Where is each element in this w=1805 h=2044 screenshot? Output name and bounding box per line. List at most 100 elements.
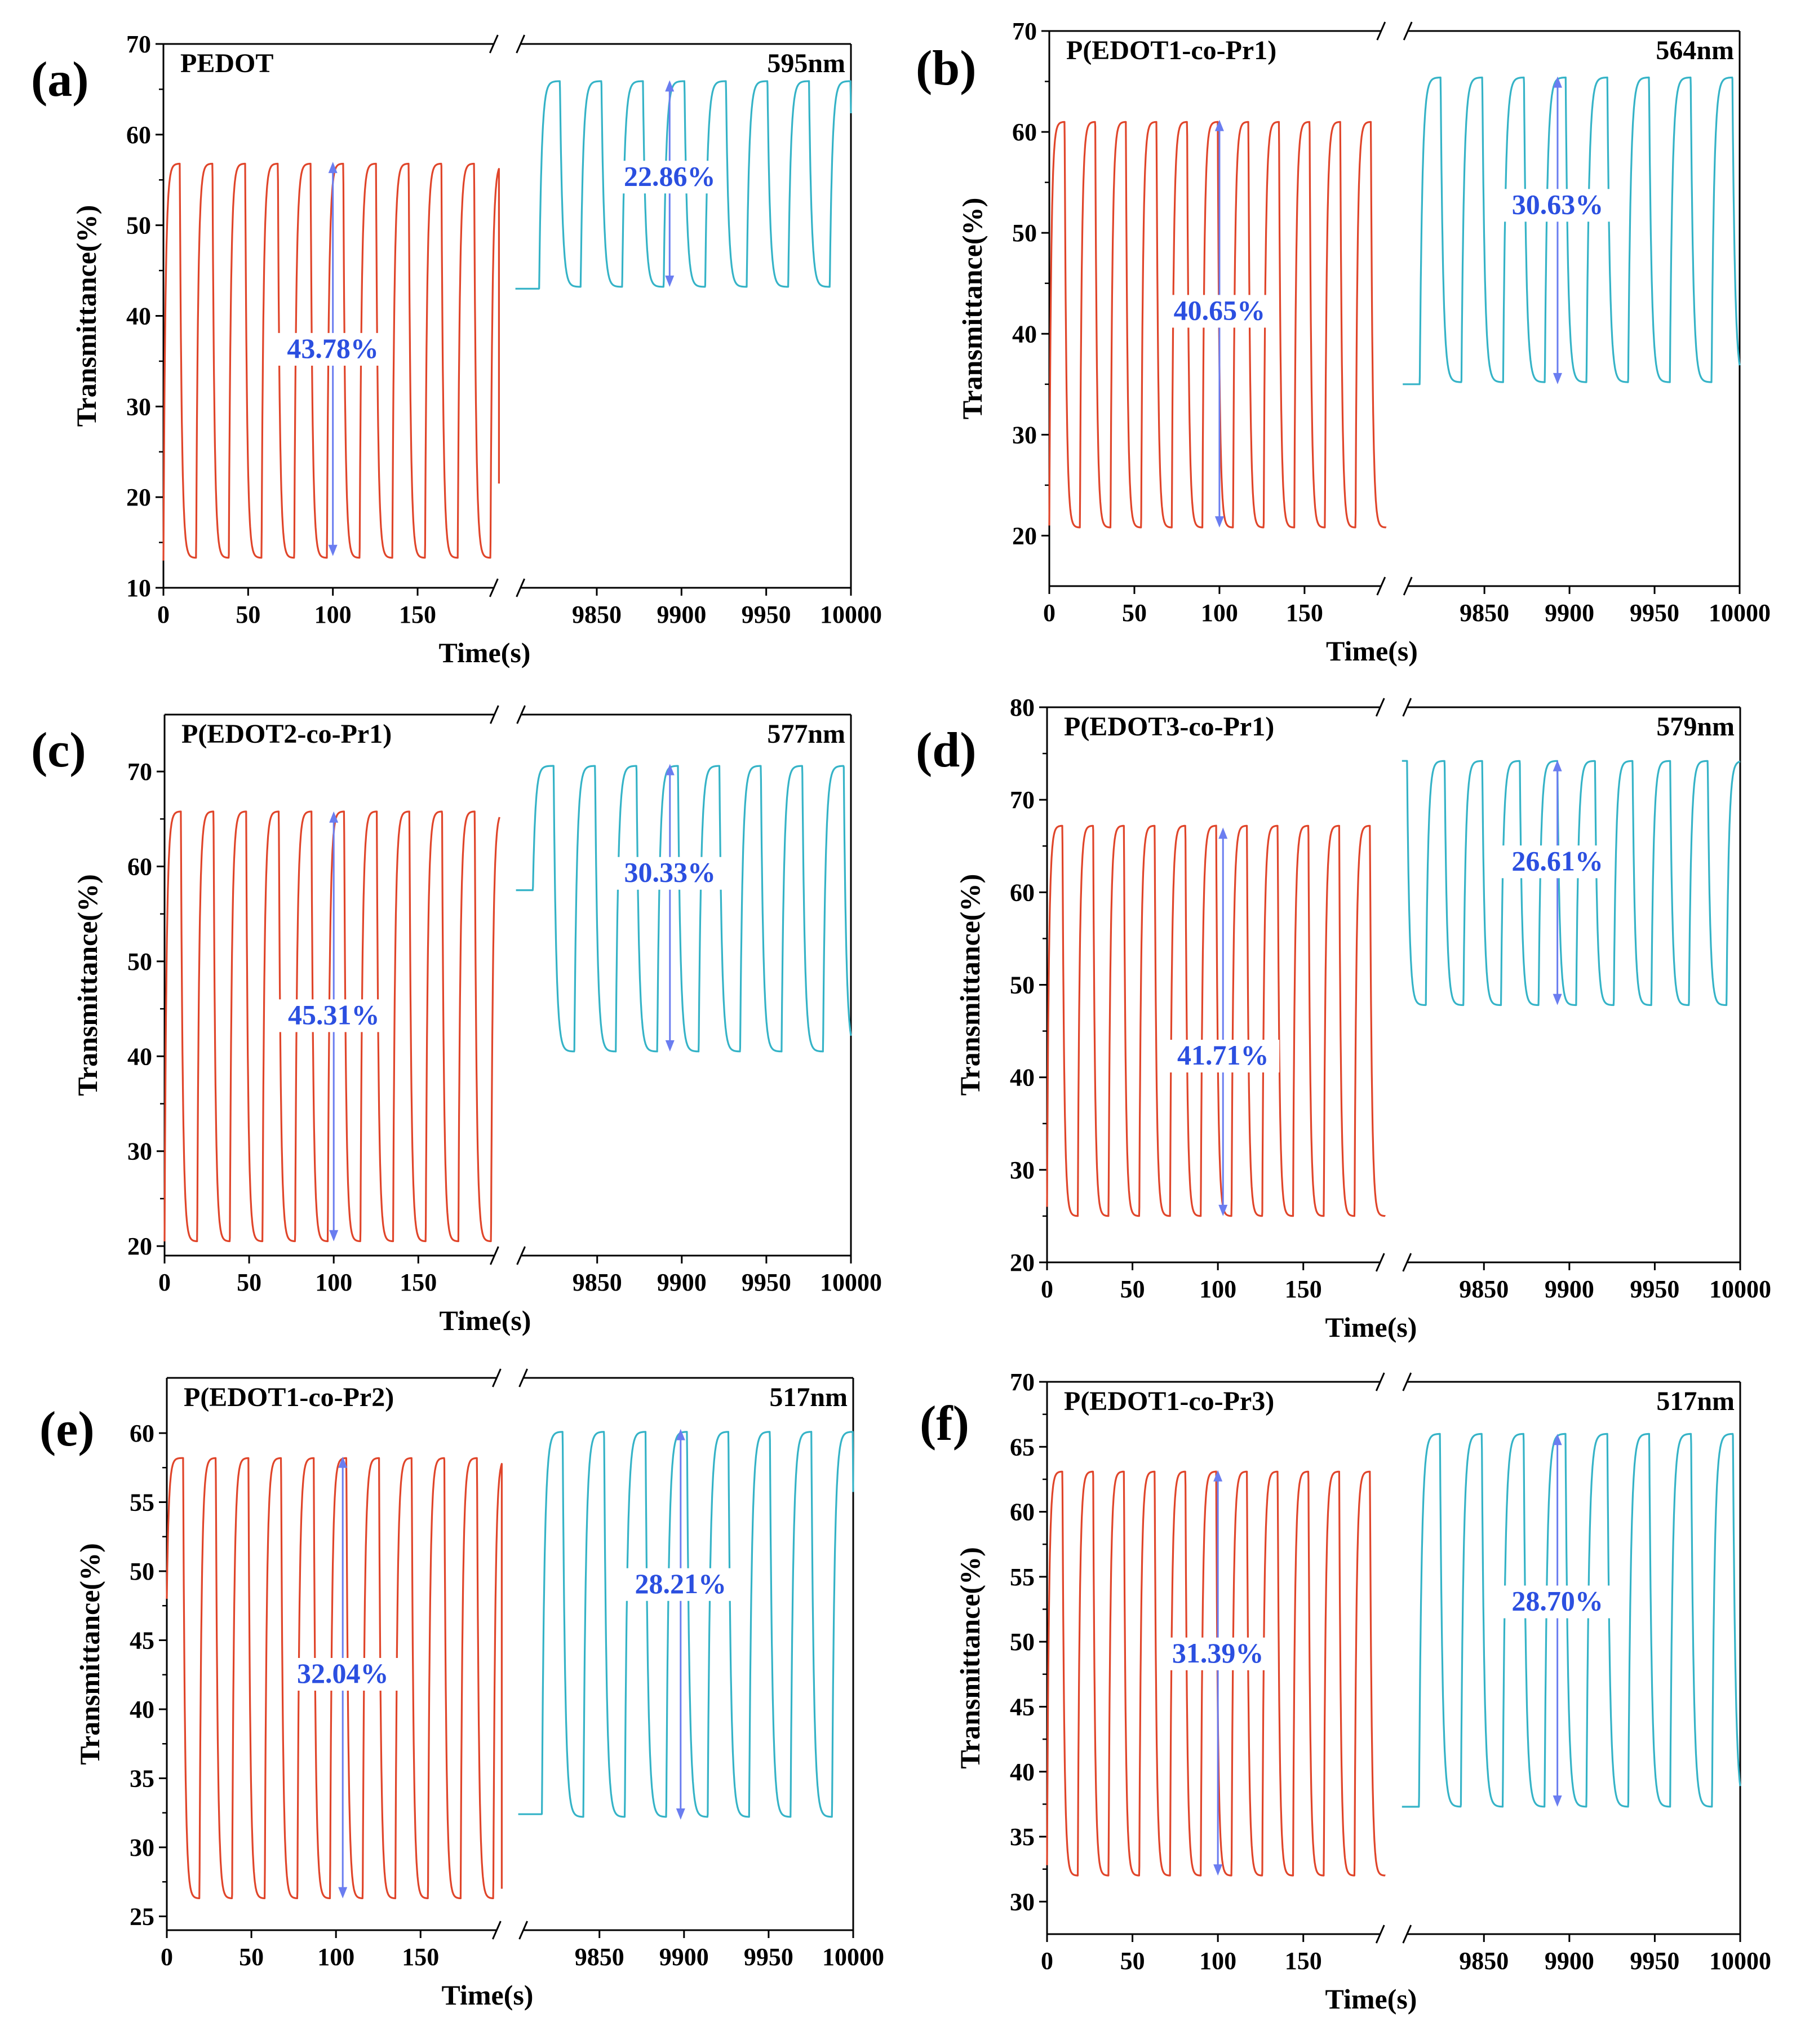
series-late-cycles <box>1401 760 1741 1007</box>
x-tick-label: 10000 <box>1709 1275 1771 1303</box>
y-tick-label: 30 <box>126 393 151 420</box>
series-early-cycles <box>163 810 500 1243</box>
arrowhead-up <box>328 162 338 174</box>
series-late-cycles <box>1402 76 1741 385</box>
break-slash <box>1402 698 1412 717</box>
y-tick-label: 30 <box>1012 421 1037 449</box>
x-tick-label: 9850 <box>1460 599 1509 627</box>
annotation-late: 26.61% <box>1501 760 1614 1005</box>
axis-break-bottom <box>1375 1253 1412 1272</box>
y-axis-title: Transmittance(%) <box>70 205 102 427</box>
panel-b: 20 30 40 50 60 70 0 50 100 150 9850 9900 9950 10000 Ti… <box>916 17 1771 667</box>
x-tick-label: 0 <box>157 601 170 628</box>
y-tick-label: 60 <box>126 121 151 149</box>
x-tick-label: 0 <box>158 1269 171 1296</box>
annotation-label-bg <box>1501 845 1614 879</box>
break-slash <box>1402 1372 1412 1391</box>
y-tick-label: 40 <box>126 303 151 330</box>
break-slash <box>489 34 499 54</box>
y-tick-label: 50 <box>1012 219 1037 247</box>
arrowhead-down <box>1553 1795 1562 1807</box>
arrowhead-down <box>676 1808 685 1820</box>
break-slash <box>492 1368 502 1387</box>
axis-break-top <box>1375 698 1412 717</box>
arrowhead-up <box>338 1456 348 1468</box>
y-tick-label: 70 <box>1012 17 1037 45</box>
annotation-label: 28.70% <box>1511 1585 1603 1617</box>
x-tick-label: 150 <box>1285 1947 1322 1975</box>
arrowhead-down <box>1553 994 1562 1005</box>
break-slash <box>1376 577 1386 596</box>
panel-title: P(EDOT3-co-Pr1) <box>1064 712 1274 742</box>
panel-letter: (d) <box>916 723 977 778</box>
x-tick-label: 9850 <box>1459 1947 1509 1975</box>
break-slash <box>1375 1372 1385 1391</box>
x-tick-label: 9850 <box>1459 1275 1509 1303</box>
annotation-label-bg <box>1501 1585 1614 1619</box>
annotation-label: 32.04% <box>297 1657 389 1689</box>
y-tick-label: 70 <box>126 30 151 58</box>
series-early-cycles <box>1048 121 1387 529</box>
arrowhead-down <box>329 1230 339 1242</box>
x-tick-label: 100 <box>1199 1947 1236 1975</box>
panel-letter: (a) <box>31 52 89 107</box>
break-slash <box>1403 21 1413 41</box>
arrowhead-down <box>1213 1864 1223 1876</box>
panel-a: 10 20 30 40 50 60 70 0 50 100 150 9850 9900 9950 10000… <box>31 30 882 668</box>
arrowhead-up <box>665 764 675 775</box>
axis-break-top <box>490 705 526 724</box>
y-tick-label: 30 <box>127 1138 152 1165</box>
x-tick-label: 150 <box>399 601 436 628</box>
arrowhead-down <box>338 1887 348 1899</box>
x-tick-label: 9850 <box>575 1943 624 1971</box>
break-slash <box>516 34 526 54</box>
annotation-late: 28.70% <box>1501 1434 1614 1807</box>
panel-e: 25 30 35 40 45 50 55 60 0 50 100 150 9850 9900 9950 100… <box>39 1368 884 2011</box>
y-tick-label: 35 <box>1010 1823 1035 1851</box>
axis-break-top <box>489 34 526 54</box>
break-slash <box>1402 1253 1412 1272</box>
y-axis-title: Transmittance(%) <box>74 1543 105 1764</box>
arrowhead-down <box>1553 373 1562 384</box>
x-axis-title: Time(s) <box>439 637 531 668</box>
panel-title: P(EDOT2-co-Pr1) <box>181 719 392 749</box>
y-axis-title: Transmittance(%) <box>954 1547 986 1768</box>
panel-letter: (f) <box>920 1396 969 1451</box>
break-slash <box>518 1921 528 1940</box>
annotation-early: 43.78% <box>276 162 389 556</box>
x-tick-label: 9900 <box>657 1269 707 1296</box>
arrowhead-up <box>1218 827 1228 839</box>
wavelength-label: 595nm <box>767 48 845 78</box>
x-tick-label: 150 <box>402 1943 439 1971</box>
wavelength-label: 564nm <box>1656 36 1734 65</box>
arrowhead-down <box>328 544 338 556</box>
x-tick-label: 10000 <box>1709 599 1771 627</box>
x-tick-label: 9950 <box>744 1943 793 1971</box>
arrowhead-up <box>665 80 675 92</box>
annotation-label-bg <box>277 999 391 1032</box>
annotation-late: 22.86% <box>613 80 726 287</box>
annotation-label: 30.33% <box>624 857 716 888</box>
x-tick-label: 0 <box>1041 1275 1053 1303</box>
x-tick-label: 100 <box>1201 599 1238 627</box>
annotation-label: 43.78% <box>287 332 379 364</box>
y-tick-label: 40 <box>1012 320 1037 348</box>
panel-title: PEDOT <box>180 48 273 78</box>
panel-c: 20 30 40 50 60 70 0 50 100 150 9850 9900 9950 10000 Ti… <box>31 705 882 1336</box>
y-axis-title: Transmittance(%) <box>956 198 988 419</box>
series-late-cycles <box>1401 1433 1741 1808</box>
axis-break-bottom <box>1376 577 1413 596</box>
x-tick-label: 10000 <box>822 1943 884 1971</box>
wavelength-label: 517nm <box>769 1382 848 1412</box>
x-tick-label: 9850 <box>573 1269 622 1296</box>
annotation-label-bg <box>1161 1637 1275 1670</box>
axis-break-top <box>492 1368 528 1387</box>
y-tick-label: 35 <box>130 1765 154 1793</box>
y-tick-label: 30 <box>1010 1888 1035 1916</box>
annotation-label: 22.86% <box>624 160 716 192</box>
annotation-label: 28.21% <box>635 1568 727 1599</box>
y-tick-label: 55 <box>1010 1563 1035 1591</box>
arrowhead-up <box>1553 760 1562 772</box>
arrowhead-up <box>1553 1434 1562 1446</box>
